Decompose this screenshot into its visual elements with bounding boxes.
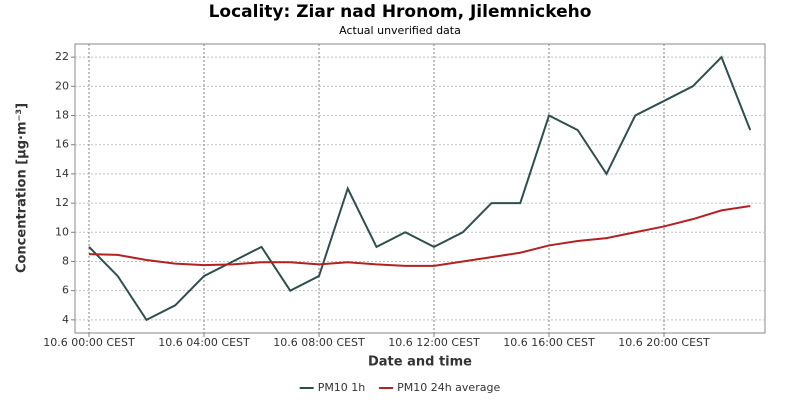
y-tick-label: 14 [55, 167, 69, 180]
x-tick-label: 10.6 00:00 CEST [43, 336, 135, 349]
y-tick-label: 12 [55, 196, 69, 209]
plot-area [74, 43, 766, 334]
y-tick-label: 20 [55, 79, 69, 92]
legend-label: PM10 1h [318, 381, 366, 394]
x-tick-label: 10.6 12:00 CEST [388, 336, 480, 349]
y-tick-label: 10 [55, 225, 69, 238]
y-tick-label: 18 [55, 109, 69, 122]
x-tick-label: 10.6 20:00 CEST [618, 336, 710, 349]
x-axis-label: Date and time [368, 355, 472, 370]
chart-title: Locality: Ziar nad Hronom, Jilemnickeho [209, 2, 592, 22]
x-tick-label: 10.6 04:00 CEST [158, 336, 250, 349]
y-tick-label: 16 [55, 138, 69, 151]
y-tick-label: 4 [62, 313, 69, 326]
y-tick-label: 8 [62, 254, 69, 267]
y-tick-label: 22 [55, 50, 69, 63]
y-axis-label: Concentration [µg·m⁻³] [15, 103, 30, 273]
y-tick-label: 6 [62, 284, 69, 297]
x-tick-label: 10.6 08:00 CEST [273, 336, 365, 349]
x-tick-label: 10.6 16:00 CEST [503, 336, 595, 349]
series-line [88, 55, 752, 322]
series-line [88, 205, 751, 267]
chart-subtitle: Actual unverified data [339, 24, 461, 37]
legend-label: PM10 24h average [397, 381, 500, 394]
